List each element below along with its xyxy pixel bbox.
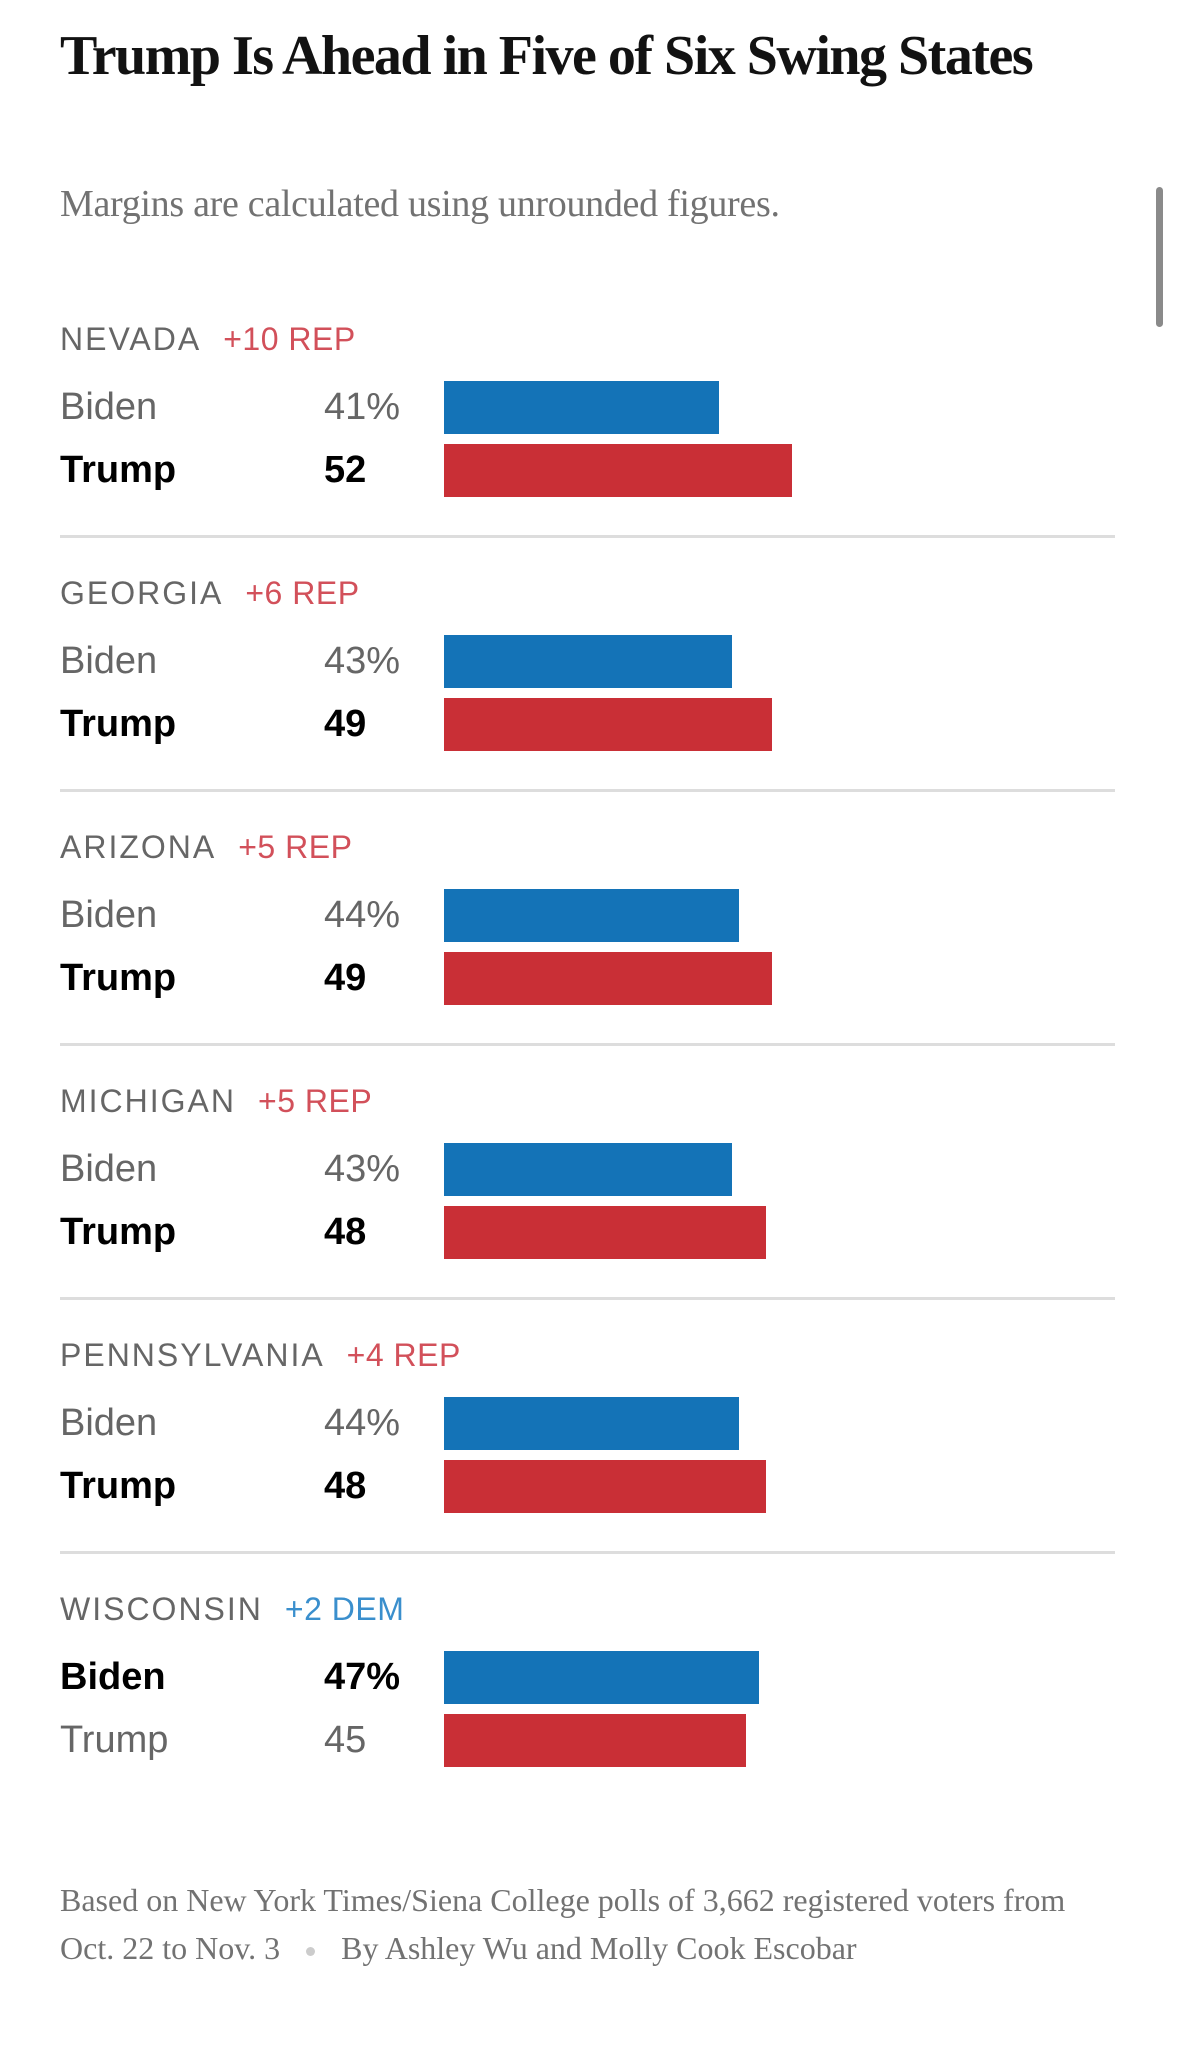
state-header: ARIZONA +5 REP [60,828,352,866]
bar-trump [444,952,773,1005]
candidate-row-trump: Trump 48 [60,1460,1115,1513]
candidate-row-trump: Trump 48 [60,1206,1115,1259]
state-section-michigan: MICHIGAN +5 REP Biden 43% Trump 48 [60,1062,1115,1316]
candidate-name: Biden [60,1148,158,1190]
data-label: 52 [324,449,367,491]
candidate-name: Trump [60,1211,177,1253]
divider [60,1297,1115,1300]
bar-biden [444,381,719,434]
candidate-name: Trump [60,957,177,999]
bar-trump [444,1460,766,1513]
bar-trump [444,444,793,497]
state-section-arizona: ARIZONA +5 REP Biden 44% Trump 49 [60,808,1115,1062]
bar-trump [444,1206,766,1259]
candidate-row-trump: Trump 45 [60,1714,1115,1767]
candidate-name: Trump [60,1465,177,1507]
state-header: NEVADA +10 REP [60,320,356,358]
chart-title: Trump Is Ahead in Five of Six Swing Stat… [60,25,1034,87]
candidate-name: Trump [60,449,177,491]
candidate-row-biden: Biden 43% [60,1143,1115,1196]
state-name: MICHIGAN [60,1083,236,1119]
bar-biden [444,889,739,942]
candidate-row-trump: Trump 49 [60,698,1115,751]
state-name: PENNSYLVANIA [60,1337,325,1373]
bar-biden [444,1143,733,1196]
data-label: 47% [324,1656,401,1698]
source-note: Based on New York Times/Siena College po… [60,1882,1066,1966]
bar-trump [444,698,773,751]
state-section-pennsylvania: PENNSYLVANIA +4 REP Biden 44% Trump 48 [60,1316,1115,1570]
divider [60,1043,1115,1046]
state-name: NEVADA [60,321,202,357]
state-name: ARIZONA [60,829,217,865]
candidate-name: Biden [60,1656,166,1698]
state-header: GEORGIA +6 REP [60,574,360,612]
candidate-name: Biden [60,640,158,682]
candidate-name: Trump [60,1719,169,1761]
candidate-row-biden: Biden 44% [60,889,1115,942]
state-header: PENNSYLVANIA +4 REP [60,1336,461,1374]
state-name: WISCONSIN [60,1591,263,1627]
state-margin: +5 REP [238,829,353,865]
byline: By Ashley Wu and Molly Cook Escobar [341,1930,857,1966]
candidate-name: Biden [60,1402,158,1444]
state-header: WISCONSIN +2 DEM [60,1590,404,1628]
candidate-name: Trump [60,703,177,745]
data-label: 48 [324,1211,367,1253]
state-section-wisconsin: WISCONSIN +2 DEM Biden 47% Trump 45 [60,1570,1115,1824]
data-label: 41% [324,386,401,428]
state-header: MICHIGAN +5 REP [60,1082,372,1120]
state-margin: +5 REP [258,1083,373,1119]
state-margin: +4 REP [346,1337,461,1373]
candidate-name: Biden [60,894,158,936]
bar-biden [444,1397,739,1450]
separator-dot [306,1947,316,1957]
state-section-georgia: GEORGIA +6 REP Biden 43% Trump 49 [60,554,1115,808]
candidate-row-biden: Biden 44% [60,1397,1115,1450]
bar-trump [444,1714,746,1767]
data-label: 44% [324,1402,401,1444]
divider [60,535,1115,538]
data-label: 49 [324,957,367,999]
state-margin: +6 REP [245,575,360,611]
data-label: 44% [324,894,401,936]
state-name: GEORGIA [60,575,224,611]
candidate-row-biden: Biden 41% [60,381,1115,434]
data-label: 48 [324,1465,367,1507]
chart-footer: Based on New York Times/Siena College po… [60,1876,1120,1972]
bar-biden [444,1651,759,1704]
bar-biden [444,635,733,688]
state-section-nevada: NEVADA +10 REP Biden 41% Trump 52 [60,300,1115,554]
candidate-row-biden: Biden 47% [60,1651,1115,1704]
state-margin: +2 DEM [284,1591,405,1627]
candidate-row-trump: Trump 49 [60,952,1115,1005]
data-label: 43% [324,640,401,682]
candidate-row-biden: Biden 43% [60,635,1115,688]
divider [60,1551,1115,1554]
data-label: 43% [324,1148,401,1190]
candidate-row-trump: Trump 52 [60,444,1115,497]
data-label: 45 [324,1719,367,1761]
chart-subtitle: Margins are calculated using unrounded f… [60,183,780,225]
scrollbar[interactable] [1156,187,1163,327]
state-margin: +10 REP [223,321,356,357]
candidate-name: Biden [60,386,158,428]
divider [60,789,1115,792]
data-label: 49 [324,703,367,745]
